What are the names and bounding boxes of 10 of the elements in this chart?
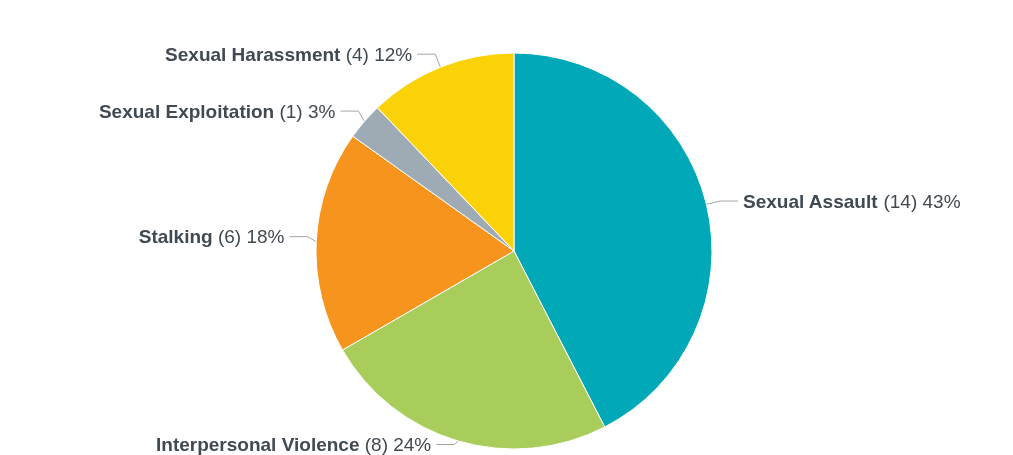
- slice-label: Sexual Assault: [743, 190, 879, 212]
- data-label: (1) 3%: [274, 100, 336, 122]
- data-label: (8) 24%: [359, 434, 432, 455]
- slice-label: Interpersonal Violence: [156, 434, 360, 455]
- slice-label: Stalking: [138, 226, 213, 248]
- data-label: (4) 12%: [340, 43, 413, 65]
- data-label: (14) 43%: [878, 190, 961, 212]
- slice-label: Sexual Harassment: [165, 43, 342, 65]
- slice-label: Sexual Exploitation: [98, 100, 275, 122]
- data-label: (6) 18%: [212, 226, 285, 248]
